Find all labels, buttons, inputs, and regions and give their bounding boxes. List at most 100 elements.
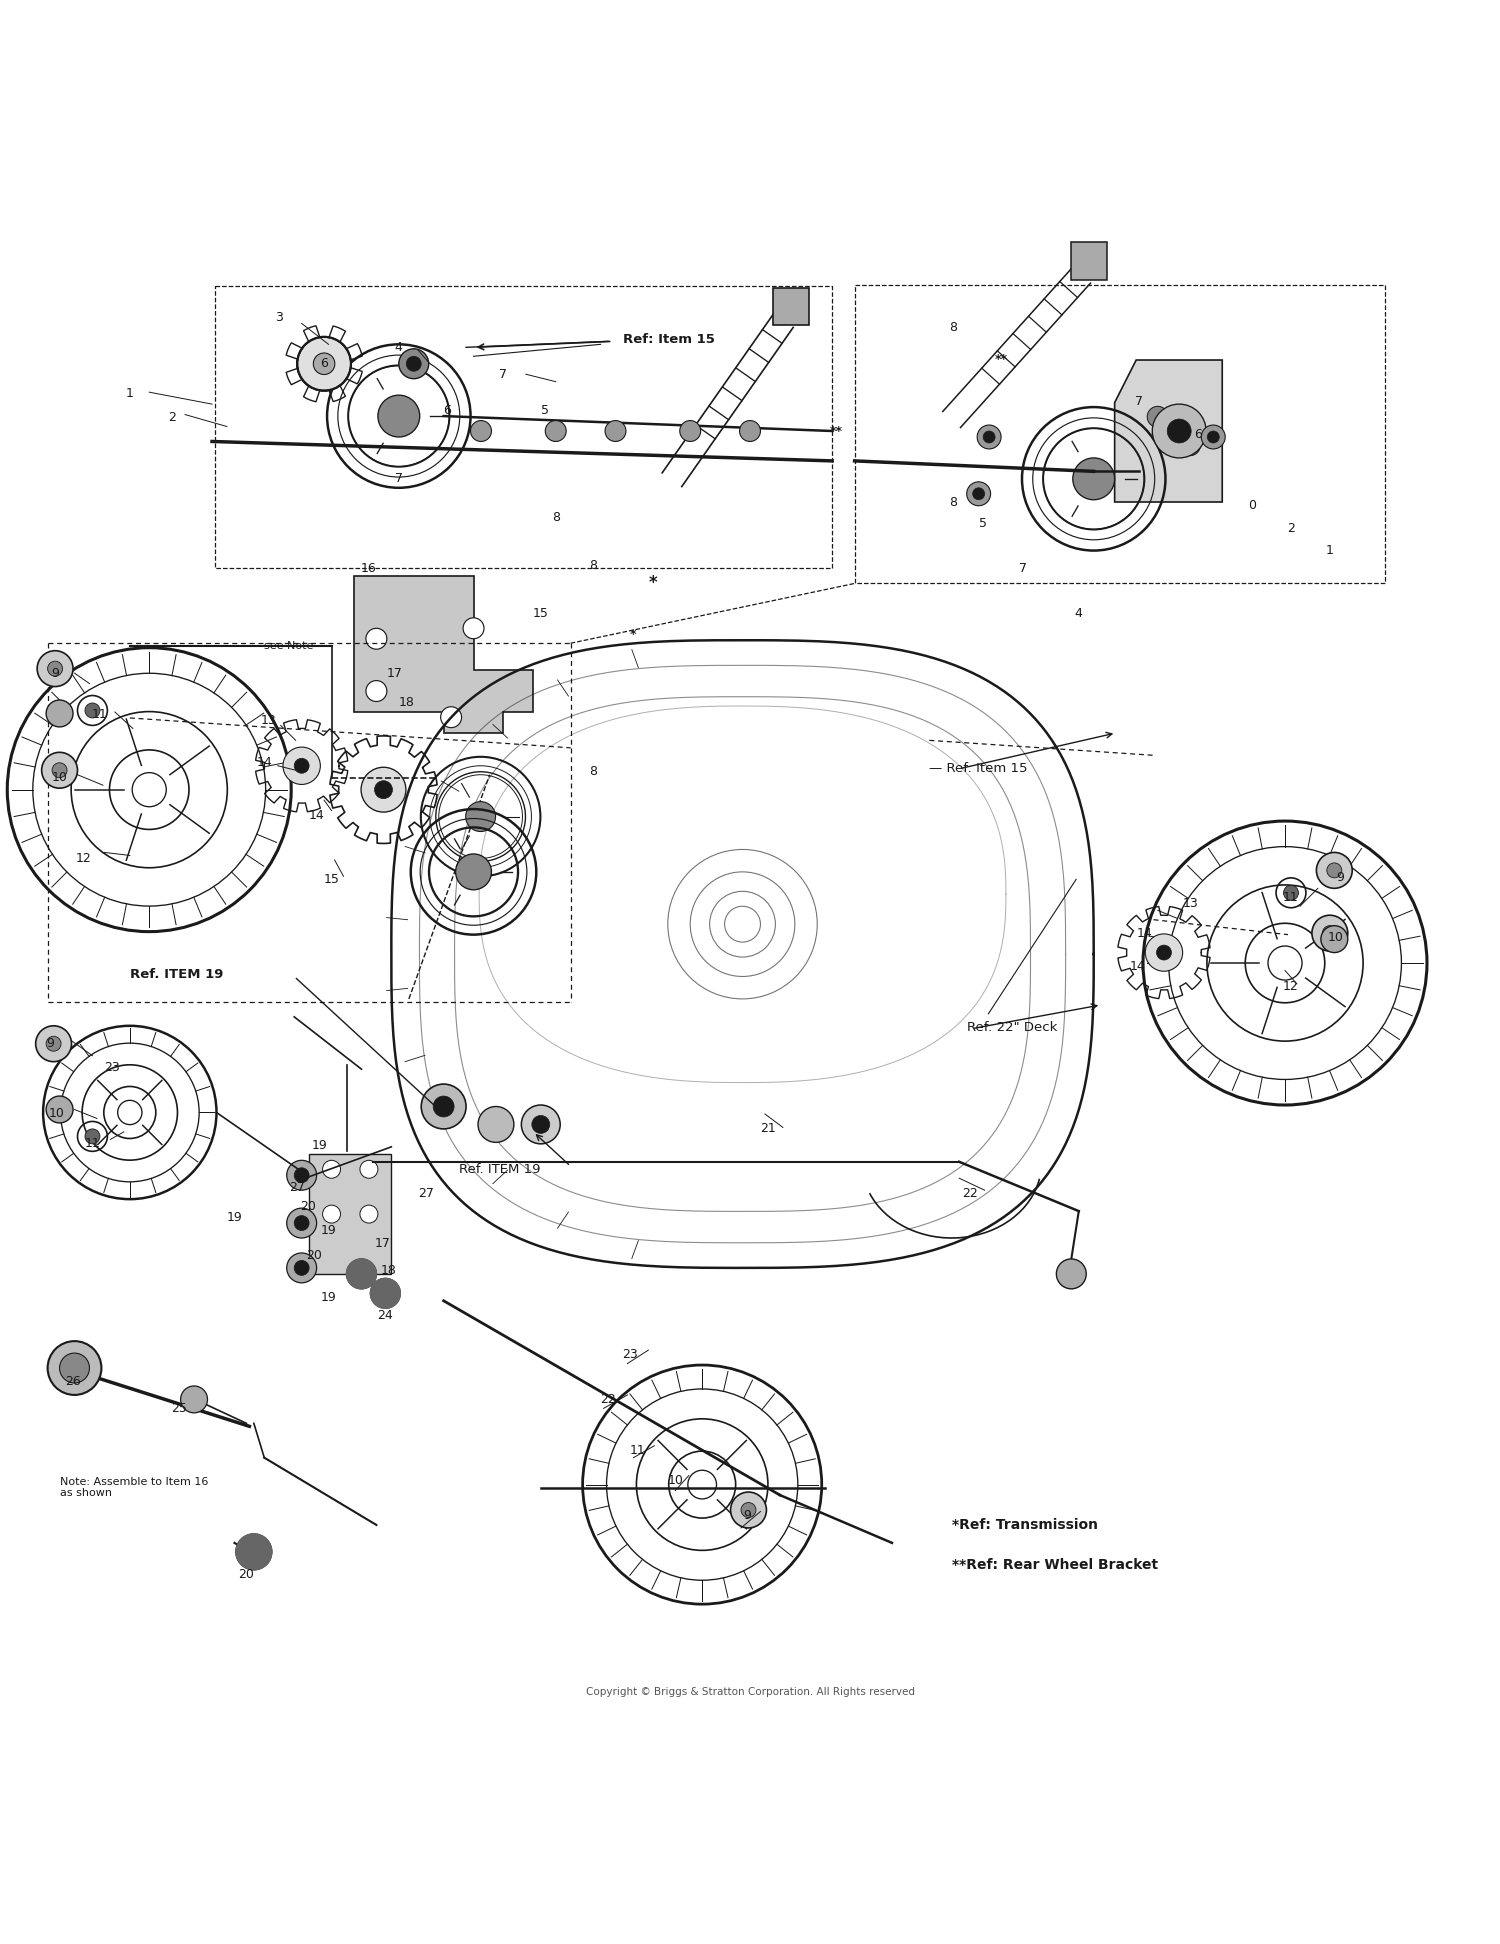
Circle shape	[322, 1205, 340, 1223]
Text: 10: 10	[668, 1474, 682, 1487]
Circle shape	[46, 700, 74, 727]
Circle shape	[360, 1161, 378, 1178]
Text: 14: 14	[256, 756, 272, 770]
Text: — Ref: Item 15: — Ref: Item 15	[930, 762, 1028, 776]
Circle shape	[360, 1205, 378, 1223]
Text: 4: 4	[1076, 607, 1083, 620]
Text: 7: 7	[394, 472, 404, 486]
Bar	[309, 1155, 392, 1273]
Text: 12: 12	[1282, 980, 1299, 993]
Circle shape	[433, 1096, 454, 1118]
Circle shape	[180, 1386, 207, 1413]
Circle shape	[456, 853, 492, 890]
Text: *: *	[648, 573, 657, 593]
Text: **: **	[830, 424, 843, 437]
Text: 17: 17	[387, 667, 402, 680]
Circle shape	[297, 336, 351, 391]
Circle shape	[48, 661, 63, 677]
Circle shape	[399, 348, 429, 379]
Circle shape	[1208, 432, 1219, 443]
Text: 20: 20	[300, 1199, 315, 1213]
Text: 15: 15	[324, 873, 339, 886]
Text: 7: 7	[1020, 562, 1028, 575]
Text: 18: 18	[399, 696, 414, 710]
Text: Ref: 22" Deck: Ref: 22" Deck	[966, 1021, 1058, 1034]
Circle shape	[346, 1260, 376, 1289]
Text: 8: 8	[590, 560, 597, 572]
Circle shape	[972, 488, 984, 500]
Circle shape	[314, 354, 334, 375]
Text: 6: 6	[1194, 428, 1203, 441]
Text: 25: 25	[171, 1402, 188, 1415]
Circle shape	[284, 746, 321, 785]
Text: 1: 1	[126, 387, 134, 400]
Circle shape	[286, 1254, 316, 1283]
Circle shape	[532, 1116, 549, 1133]
Text: Copyright © Briggs & Stratton Corporation. All Rights reserved: Copyright © Briggs & Stratton Corporatio…	[585, 1687, 915, 1697]
Text: 27: 27	[419, 1186, 434, 1199]
Circle shape	[294, 1215, 309, 1231]
Text: 3: 3	[276, 311, 284, 325]
Text: 26: 26	[64, 1374, 81, 1388]
Circle shape	[966, 482, 990, 505]
Text: 20: 20	[306, 1250, 321, 1262]
Text: 5: 5	[542, 404, 549, 416]
Circle shape	[36, 1026, 72, 1061]
Circle shape	[322, 1161, 340, 1178]
Circle shape	[362, 768, 407, 813]
Circle shape	[478, 1106, 514, 1143]
Text: 17: 17	[375, 1238, 390, 1250]
Text: **Ref: Rear Wheel Bracket: **Ref: Rear Wheel Bracket	[951, 1559, 1158, 1573]
Circle shape	[1317, 853, 1353, 888]
Circle shape	[465, 801, 495, 832]
Text: 12: 12	[75, 851, 92, 865]
Text: 11: 11	[84, 1137, 100, 1151]
Text: 7: 7	[1134, 395, 1143, 408]
Text: 8: 8	[950, 321, 957, 334]
Circle shape	[1152, 404, 1206, 459]
Text: 11: 11	[92, 708, 108, 721]
Circle shape	[1179, 435, 1200, 455]
Bar	[1071, 243, 1107, 280]
Circle shape	[1156, 945, 1172, 960]
Circle shape	[294, 1168, 309, 1182]
Circle shape	[982, 432, 994, 443]
Bar	[772, 288, 808, 325]
Circle shape	[117, 1100, 142, 1126]
Text: 13: 13	[261, 715, 276, 727]
Text: 19: 19	[226, 1211, 243, 1223]
Text: 19: 19	[312, 1139, 327, 1153]
Text: 2: 2	[168, 410, 176, 424]
Text: 14: 14	[1130, 960, 1144, 972]
Circle shape	[46, 1096, 74, 1124]
Text: 6: 6	[442, 404, 450, 416]
Circle shape	[406, 356, 422, 371]
Text: 18: 18	[381, 1264, 396, 1277]
Text: Ref. ITEM 19: Ref. ITEM 19	[130, 968, 224, 982]
Text: 21: 21	[760, 1122, 776, 1135]
Text: 11: 11	[1282, 890, 1299, 904]
Circle shape	[48, 1341, 102, 1396]
Text: 15: 15	[532, 607, 549, 620]
Circle shape	[53, 762, 68, 778]
Circle shape	[471, 420, 492, 441]
Circle shape	[378, 395, 420, 437]
Circle shape	[86, 1129, 100, 1143]
Circle shape	[294, 758, 309, 774]
Text: 10: 10	[1328, 931, 1344, 945]
Circle shape	[286, 1161, 316, 1190]
Circle shape	[740, 420, 760, 441]
Circle shape	[1284, 885, 1299, 900]
Circle shape	[604, 420, 625, 441]
Circle shape	[1202, 426, 1225, 449]
Circle shape	[42, 752, 78, 787]
Circle shape	[680, 420, 700, 441]
Circle shape	[1146, 933, 1182, 972]
Text: Ref. ITEM 19: Ref. ITEM 19	[459, 1163, 540, 1176]
Circle shape	[688, 1470, 717, 1499]
Text: *Ref: Transmission: *Ref: Transmission	[951, 1518, 1098, 1532]
Text: 5: 5	[980, 517, 987, 531]
Circle shape	[1072, 459, 1114, 500]
Circle shape	[1148, 406, 1168, 428]
Circle shape	[741, 1503, 756, 1518]
